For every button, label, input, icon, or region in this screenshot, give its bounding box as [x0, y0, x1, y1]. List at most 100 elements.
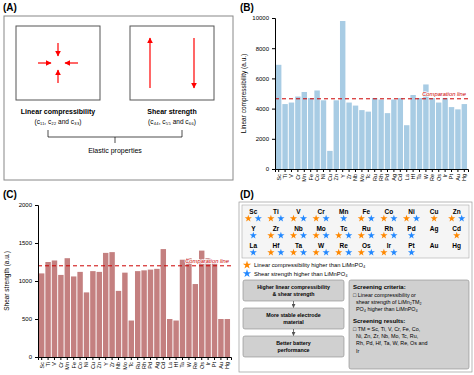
bar: [71, 276, 76, 357]
diagram-label: Linear compressibility: [21, 108, 95, 116]
tick-label: V: [51, 362, 57, 366]
tick-mark: [464, 169, 465, 172]
y-axis: 0200040006000800010000: [252, 15, 275, 172]
axis-line: [272, 19, 276, 170]
y-axis-label: Linear compressibility (a.u.): [240, 54, 248, 133]
star-marker: [448, 215, 455, 222]
bar: [462, 104, 467, 169]
bar: [282, 104, 287, 169]
flow-text: Higher linear compressibility& shear str…: [257, 284, 330, 297]
x-tick: Ru: [135, 357, 141, 369]
tick-label: Ru: [135, 362, 141, 369]
tick-mark: [41, 357, 42, 360]
star-marker: [313, 232, 320, 239]
force-arrow: [57, 43, 58, 56]
x-tick: Ti: [45, 357, 51, 366]
x-tick: Nb: [352, 169, 358, 181]
element-label: Sc: [249, 208, 257, 215]
tick-mark: [67, 357, 68, 360]
bar: [385, 113, 390, 169]
tick-mark: [272, 139, 275, 140]
table-box: [242, 205, 469, 258]
element-label: W: [318, 242, 325, 249]
tick-label: Sc: [39, 362, 45, 369]
tick-mark: [432, 169, 433, 172]
x-tick: Os: [199, 357, 205, 369]
x-tick: Mn: [64, 357, 70, 370]
tick-label: 2000: [19, 202, 33, 208]
x-tick: Ti: [282, 169, 288, 178]
tick-label: Pd: [147, 362, 153, 369]
y-tick: 10000: [252, 15, 275, 21]
star-marker: [335, 232, 342, 239]
tick-label: La: [167, 361, 173, 368]
tick-label: Hg: [461, 174, 467, 181]
bar: [109, 252, 114, 357]
tick-label: Os: [199, 362, 205, 369]
tick-label: 6000: [256, 76, 270, 82]
tick-mark: [425, 169, 426, 172]
bar: [193, 284, 198, 357]
tick-label: Cu: [90, 362, 96, 369]
tick-label: Cr: [295, 174, 301, 180]
x-tick: Pd: [147, 357, 153, 369]
bar: [39, 273, 44, 357]
tick-mark: [227, 357, 228, 360]
tick-label: Ti: [282, 174, 288, 178]
tick-label: 0: [29, 354, 33, 360]
tick-mark: [323, 169, 324, 172]
flow-box: [243, 336, 344, 357]
bar: [302, 92, 307, 169]
tick-label: Ru: [372, 174, 378, 181]
star-marker: [380, 249, 387, 256]
star-marker: [403, 215, 410, 222]
x-tick: La: [167, 357, 173, 368]
element-label: Mn: [339, 208, 348, 215]
star-marker: [390, 249, 397, 256]
element-label: Ru: [362, 225, 371, 232]
element-label: Pd: [407, 225, 415, 232]
tick-mark: [144, 357, 145, 360]
tick-label: Mo: [359, 174, 365, 182]
tick-mark: [317, 169, 318, 172]
star-marker: [267, 232, 274, 239]
tick-label: Mn: [301, 174, 307, 182]
x-tick: Cd: [160, 357, 166, 369]
tick-mark: [99, 357, 100, 360]
tick-mark: [272, 109, 275, 110]
x-tick: Co: [314, 169, 320, 181]
element-label: Rh: [385, 225, 394, 232]
tick-label: Pd: [384, 174, 390, 181]
flow-arrow: [293, 329, 294, 336]
tick-mark: [387, 169, 388, 172]
legend-entry: Linear compressibility higher than LiMnP…: [254, 262, 366, 268]
element-label: Nb: [294, 225, 303, 232]
tick-label: V: [288, 174, 294, 178]
x-tick: V: [288, 169, 294, 178]
star-marker: [245, 215, 252, 222]
y-tick: 2000: [19, 202, 38, 208]
plot-area: [275, 21, 468, 169]
tick-label: Cd: [397, 174, 403, 181]
diagram-label: Shear strength: [147, 108, 196, 116]
tick-label: Os: [436, 174, 442, 181]
bar: [404, 125, 409, 169]
tick-label: Nb: [115, 362, 121, 369]
star-marker: [358, 215, 365, 222]
star-marker: [408, 249, 415, 256]
y-tick: 8000: [256, 46, 275, 52]
star-marker: [453, 232, 460, 239]
tick-label: Hg: [224, 362, 230, 369]
element-label: Mo: [316, 225, 325, 232]
bar: [154, 269, 159, 357]
x-tick: Hg: [224, 357, 230, 369]
x-tick: Ag: [154, 357, 160, 369]
force-arrow: [65, 62, 78, 63]
tick-mark: [54, 357, 55, 360]
star-marker: [345, 249, 352, 256]
star-marker: [323, 232, 330, 239]
diagram-label: (c₁₁, c₂₂ and c₃₃): [35, 118, 82, 126]
tick-mark: [297, 169, 298, 172]
x-tick: Pt: [211, 357, 217, 367]
element-label: Tc: [340, 225, 347, 232]
